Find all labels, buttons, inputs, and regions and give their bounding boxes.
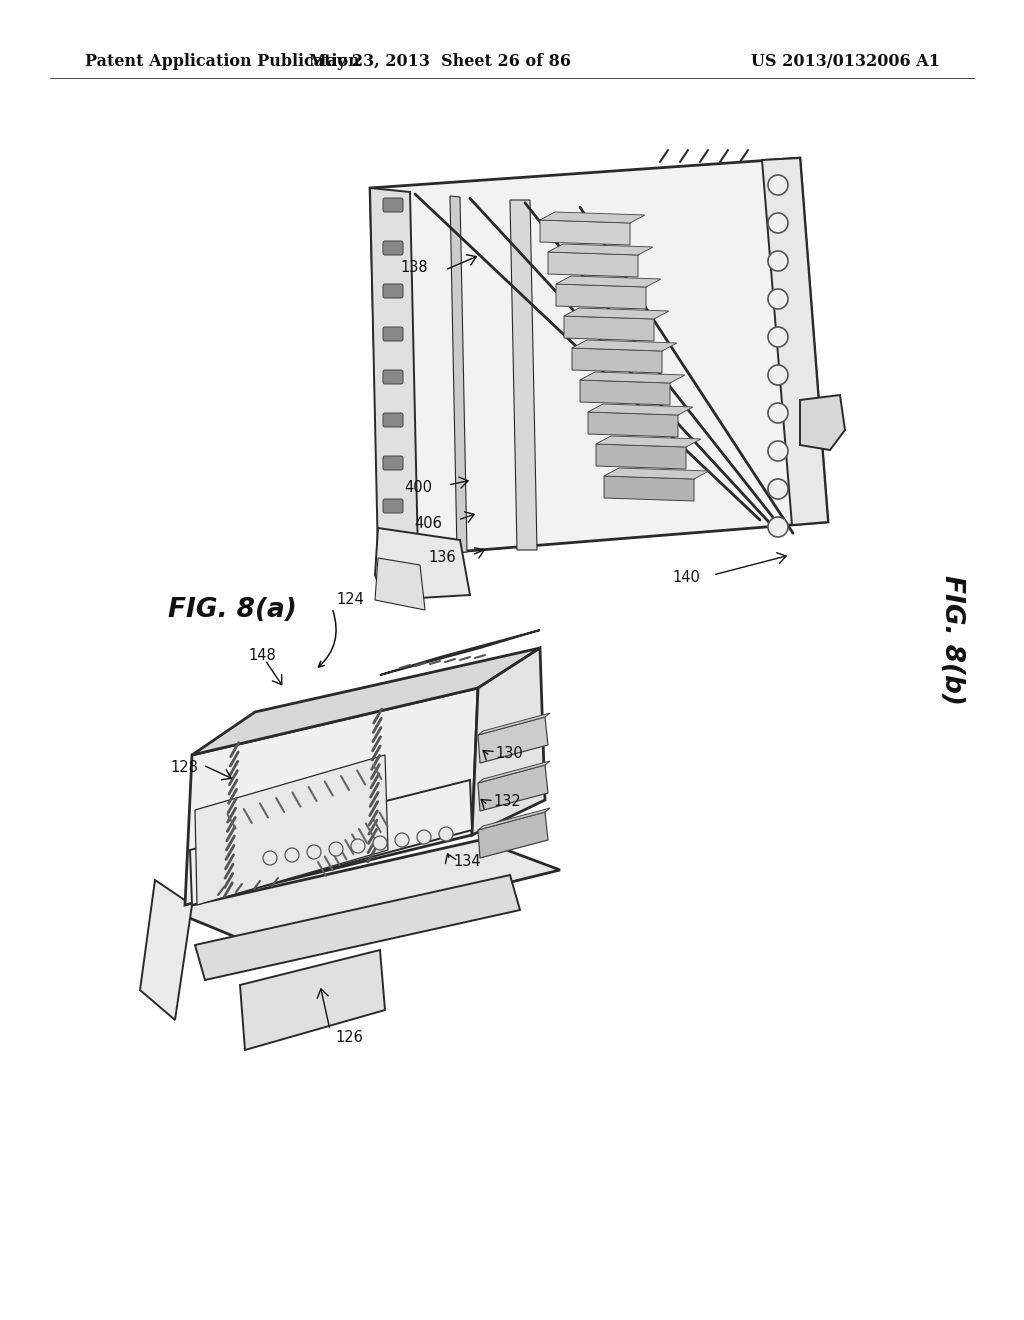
Polygon shape — [375, 528, 470, 601]
Circle shape — [768, 517, 788, 537]
Text: 138: 138 — [400, 260, 428, 276]
Text: 134: 134 — [453, 854, 480, 870]
Polygon shape — [548, 252, 638, 277]
Polygon shape — [548, 244, 653, 255]
Circle shape — [351, 840, 365, 853]
Circle shape — [768, 441, 788, 461]
Polygon shape — [572, 348, 662, 374]
Text: May 23, 2013  Sheet 26 of 86: May 23, 2013 Sheet 26 of 86 — [309, 54, 571, 70]
Circle shape — [285, 847, 299, 862]
Text: Patent Application Publication: Patent Application Publication — [85, 54, 359, 70]
Polygon shape — [478, 812, 548, 858]
Polygon shape — [193, 648, 540, 755]
Circle shape — [263, 851, 278, 865]
Text: 128: 128 — [170, 760, 198, 776]
Circle shape — [307, 845, 321, 859]
Polygon shape — [370, 158, 828, 558]
Polygon shape — [604, 477, 694, 502]
Polygon shape — [564, 308, 669, 319]
Polygon shape — [580, 380, 670, 405]
Circle shape — [329, 842, 343, 855]
Polygon shape — [375, 558, 425, 610]
Polygon shape — [170, 840, 560, 945]
Polygon shape — [240, 950, 385, 1049]
Polygon shape — [140, 880, 193, 1020]
Text: 124: 124 — [336, 593, 364, 607]
Circle shape — [768, 403, 788, 422]
Polygon shape — [762, 158, 828, 525]
Polygon shape — [596, 444, 686, 469]
Polygon shape — [195, 755, 388, 906]
Polygon shape — [572, 341, 677, 351]
Polygon shape — [540, 220, 630, 246]
Polygon shape — [580, 372, 685, 383]
Text: 140: 140 — [672, 570, 700, 586]
Circle shape — [373, 836, 387, 850]
Polygon shape — [190, 780, 472, 906]
Polygon shape — [478, 766, 548, 810]
Circle shape — [768, 176, 788, 195]
Text: 130: 130 — [495, 746, 522, 760]
Polygon shape — [596, 436, 701, 447]
Text: 406: 406 — [414, 516, 442, 531]
Text: 126: 126 — [335, 1031, 362, 1045]
FancyBboxPatch shape — [383, 499, 403, 513]
Polygon shape — [564, 315, 654, 341]
FancyBboxPatch shape — [383, 370, 403, 384]
Polygon shape — [588, 404, 693, 414]
Circle shape — [417, 830, 431, 843]
Circle shape — [768, 479, 788, 499]
Polygon shape — [380, 630, 540, 675]
Polygon shape — [478, 762, 550, 783]
Text: 400: 400 — [404, 480, 432, 495]
Polygon shape — [185, 688, 478, 906]
FancyBboxPatch shape — [383, 284, 403, 298]
Polygon shape — [800, 395, 845, 450]
FancyBboxPatch shape — [383, 198, 403, 213]
Circle shape — [439, 828, 453, 841]
Circle shape — [768, 327, 788, 347]
FancyBboxPatch shape — [383, 455, 403, 470]
Text: 136: 136 — [428, 550, 456, 565]
Polygon shape — [478, 808, 550, 830]
Polygon shape — [478, 717, 548, 763]
Polygon shape — [556, 276, 662, 286]
Polygon shape — [540, 213, 645, 223]
Circle shape — [768, 366, 788, 385]
Text: 132: 132 — [493, 795, 521, 809]
FancyBboxPatch shape — [383, 242, 403, 255]
Polygon shape — [510, 201, 537, 550]
Polygon shape — [478, 713, 550, 735]
Polygon shape — [472, 648, 545, 836]
Polygon shape — [604, 469, 709, 479]
Circle shape — [395, 833, 409, 847]
Text: FIG. 8(a): FIG. 8(a) — [168, 597, 297, 623]
Circle shape — [768, 213, 788, 234]
Polygon shape — [195, 875, 520, 979]
FancyBboxPatch shape — [383, 413, 403, 426]
Polygon shape — [556, 284, 646, 309]
Text: 148: 148 — [248, 648, 275, 663]
Circle shape — [768, 289, 788, 309]
Polygon shape — [588, 412, 678, 437]
FancyBboxPatch shape — [383, 327, 403, 341]
Polygon shape — [450, 195, 467, 553]
Text: US 2013/0132006 A1: US 2013/0132006 A1 — [751, 54, 940, 70]
Text: FIG. 8(b): FIG. 8(b) — [939, 576, 965, 705]
Circle shape — [768, 251, 788, 271]
Polygon shape — [370, 187, 418, 558]
